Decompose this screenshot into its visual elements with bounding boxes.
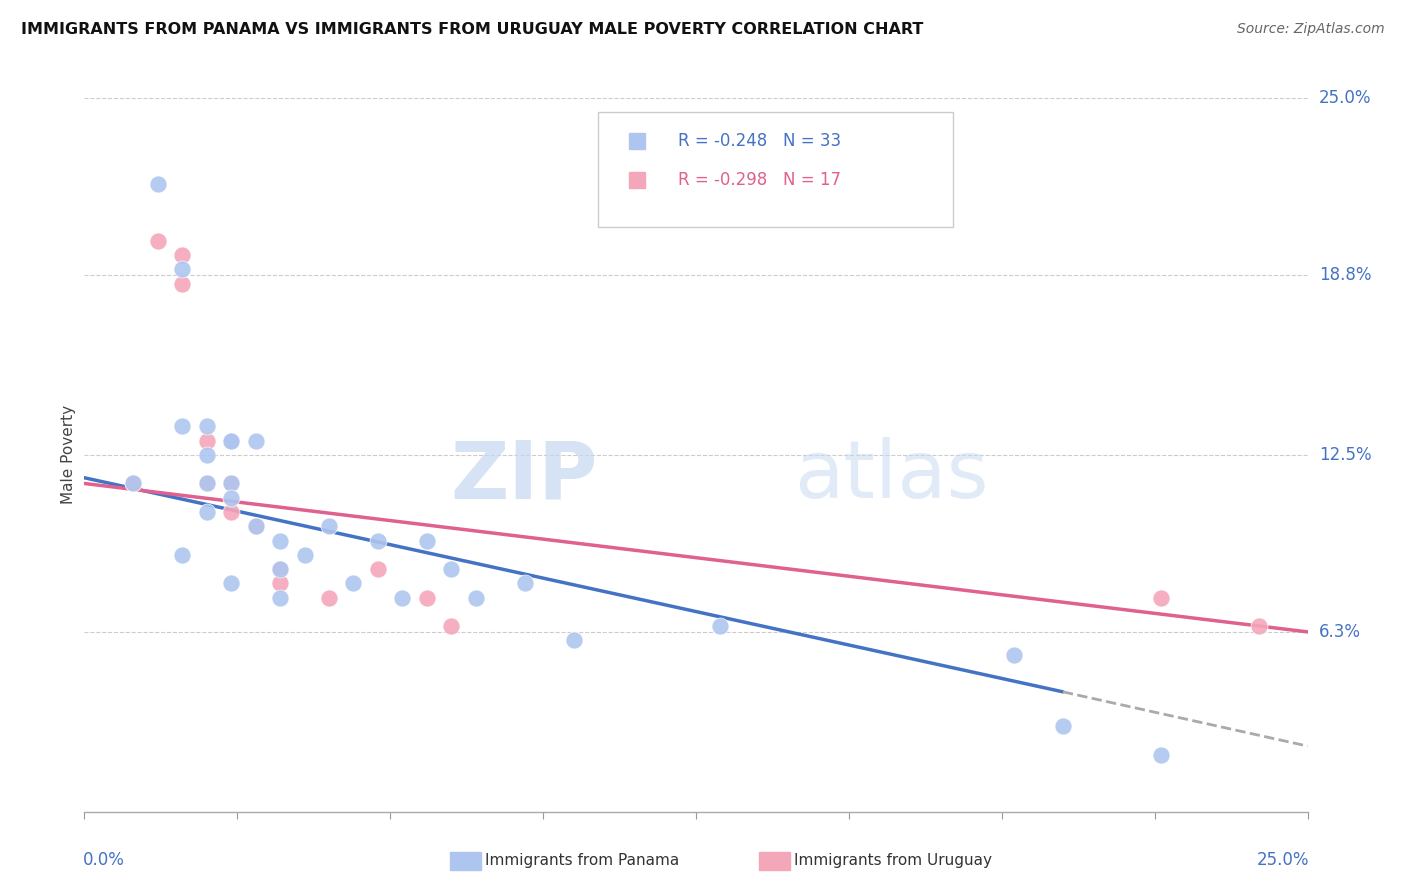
Point	[1002, 648, 1025, 662]
Text: Immigrants from Panama: Immigrants from Panama	[485, 854, 679, 868]
Point	[195, 448, 218, 462]
Point	[245, 434, 267, 448]
Point	[219, 491, 242, 505]
Point	[294, 548, 316, 562]
Point	[513, 576, 536, 591]
Point	[146, 177, 169, 191]
Point	[440, 619, 463, 633]
Y-axis label: Male Poverty: Male Poverty	[60, 405, 76, 505]
Text: 6.3%: 6.3%	[1319, 623, 1361, 640]
Point	[367, 533, 389, 548]
Point	[318, 519, 340, 533]
Point	[709, 619, 731, 633]
Point	[269, 591, 291, 605]
Point	[172, 262, 194, 277]
Point	[219, 505, 242, 519]
Point	[1150, 591, 1173, 605]
Point	[219, 434, 242, 448]
Point	[1247, 619, 1270, 633]
Point	[318, 591, 340, 605]
Point	[195, 419, 218, 434]
Text: 25.0%: 25.0%	[1319, 89, 1371, 107]
Point	[269, 533, 291, 548]
Point	[195, 434, 218, 448]
Point	[172, 248, 194, 262]
Text: Immigrants from Uruguay: Immigrants from Uruguay	[794, 854, 993, 868]
Point	[1150, 747, 1173, 762]
Point	[269, 576, 291, 591]
Point	[219, 434, 242, 448]
Point	[245, 519, 267, 533]
Point	[172, 419, 194, 434]
Point	[219, 476, 242, 491]
Point	[172, 277, 194, 291]
Point	[122, 476, 145, 491]
Point	[219, 576, 242, 591]
Text: R = -0.298   N = 17: R = -0.298 N = 17	[678, 171, 841, 189]
Point	[1052, 719, 1074, 733]
Point	[269, 562, 291, 576]
Point	[391, 591, 413, 605]
Point	[416, 533, 439, 548]
Text: atlas: atlas	[794, 437, 988, 516]
Text: ZIP: ZIP	[451, 437, 598, 516]
Point	[195, 476, 218, 491]
Point	[464, 591, 486, 605]
FancyBboxPatch shape	[598, 112, 953, 227]
Point	[416, 591, 439, 605]
Point	[122, 476, 145, 491]
Point	[440, 562, 463, 576]
Text: R = -0.248   N = 33: R = -0.248 N = 33	[678, 132, 841, 150]
Point	[367, 562, 389, 576]
Point	[146, 234, 169, 248]
Point	[195, 476, 218, 491]
Text: 18.8%: 18.8%	[1319, 266, 1371, 284]
Point	[172, 548, 194, 562]
Text: 25.0%: 25.0%	[1257, 851, 1309, 869]
Text: 12.5%: 12.5%	[1319, 446, 1371, 464]
Point	[245, 519, 267, 533]
Bar	[628, 133, 645, 149]
Point	[219, 476, 242, 491]
Point	[269, 562, 291, 576]
Text: Source: ZipAtlas.com: Source: ZipAtlas.com	[1237, 22, 1385, 37]
Bar	[628, 172, 645, 188]
Text: 0.0%: 0.0%	[83, 851, 125, 869]
Point	[342, 576, 364, 591]
Point	[562, 633, 585, 648]
Point	[195, 505, 218, 519]
Text: IMMIGRANTS FROM PANAMA VS IMMIGRANTS FROM URUGUAY MALE POVERTY CORRELATION CHART: IMMIGRANTS FROM PANAMA VS IMMIGRANTS FRO…	[21, 22, 924, 37]
